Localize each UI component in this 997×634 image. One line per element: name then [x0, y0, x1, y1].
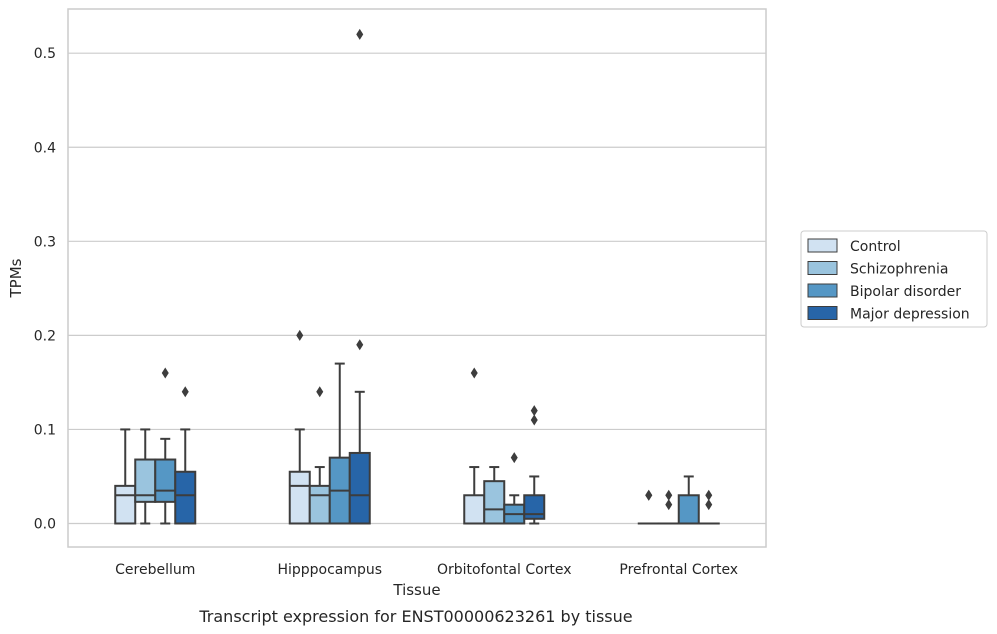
- x-axis-label: Tissue: [392, 581, 440, 599]
- legend-label: Schizophrenia: [850, 262, 948, 278]
- box-body: [288, 470, 311, 525]
- outlier-point: [530, 414, 538, 426]
- x-tick-label: Prefrontal Cortex: [619, 562, 738, 578]
- outlier-point: [665, 489, 673, 501]
- outlier-point: [470, 367, 478, 379]
- y-tick-label: 0.4: [34, 140, 56, 156]
- box-body: [174, 470, 197, 525]
- box-body: [154, 458, 177, 503]
- legend-swatch: [807, 238, 838, 253]
- y-tick-labels: 0.0 0.1 0.2 0.3 0.4 0.5: [34, 46, 56, 532]
- outlier-point: [530, 405, 538, 417]
- box-bipolar-disorder: [328, 362, 351, 525]
- legend-label: Bipolar disorder: [850, 284, 961, 300]
- y-tick-label: 0.1: [34, 422, 56, 438]
- y-axis-label: TPMs: [7, 258, 25, 298]
- box-body: [463, 494, 486, 525]
- box-major-depression: [348, 28, 371, 525]
- box-schizophrenia: [657, 489, 680, 525]
- outlier-point: [316, 386, 324, 398]
- legend-label: Control: [850, 239, 901, 255]
- box-control: [288, 329, 311, 525]
- outlier-point: [296, 329, 304, 341]
- box-body: [348, 451, 371, 525]
- box-body: [677, 494, 700, 525]
- box-schizophrenia: [308, 386, 331, 525]
- box-bipolar-disorder: [503, 452, 526, 525]
- outlier-point: [181, 386, 189, 398]
- box-major-depression: [523, 405, 546, 525]
- outlier-point: [645, 489, 653, 501]
- box-major-depression: [697, 489, 720, 525]
- outlier-point: [705, 489, 713, 501]
- legend-swatch: [807, 306, 838, 320]
- box-control: [463, 367, 486, 525]
- box-body: [483, 480, 506, 525]
- x-tick-label: Cerebellum: [115, 562, 195, 578]
- outlier-point: [705, 499, 713, 511]
- box-major-depression: [174, 386, 197, 525]
- box-plots: [114, 28, 720, 525]
- legend-label: Major depression: [850, 307, 970, 323]
- legend-frame: [800, 230, 988, 328]
- outlier-point: [356, 28, 364, 40]
- box-body: [523, 494, 546, 520]
- box-body: [114, 484, 137, 525]
- legend: Control Schizophrenia Bipolar disorder Majo…: [800, 230, 988, 328]
- box-body: [308, 484, 331, 525]
- outlier-point: [665, 499, 673, 511]
- outlier-point: [356, 339, 364, 351]
- box-schizophrenia: [483, 466, 506, 525]
- box-bipolar-disorder: [677, 475, 700, 525]
- box-control: [114, 428, 137, 525]
- box-bipolar-disorder: [154, 367, 177, 525]
- outlier-point: [510, 452, 518, 464]
- chart-caption: Transcript expression for ENST0000062326…: [198, 607, 632, 626]
- x-tick-label: Orbitofontal Cortex: [437, 562, 572, 578]
- box-control: [637, 489, 660, 525]
- y-tick-label: 0.5: [34, 46, 56, 62]
- legend-swatch: [807, 283, 838, 298]
- x-tick-labels: Cerebellum Hipppocampus Orbitofontal Corte…: [115, 562, 738, 578]
- legend-swatch: [807, 261, 838, 275]
- grid-lines: [68, 52, 766, 525]
- outlier-point: [161, 367, 169, 379]
- box-schizophrenia: [134, 428, 157, 525]
- plot-frame: [67, 8, 767, 548]
- y-tick-label: 0.2: [34, 328, 56, 344]
- x-tick-label: Hipppocampus: [277, 562, 382, 578]
- y-tick-label: 0.3: [34, 234, 56, 250]
- y-tick-label: 0.0: [34, 516, 56, 532]
